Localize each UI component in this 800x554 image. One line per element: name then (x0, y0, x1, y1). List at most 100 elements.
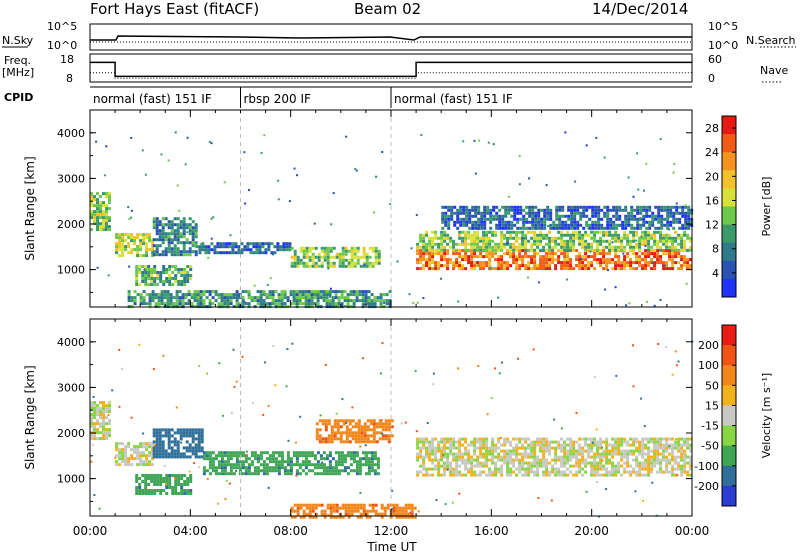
data-cell (564, 220, 568, 224)
data-cell (179, 434, 183, 438)
data-cell (473, 473, 477, 477)
data-cell (569, 464, 573, 468)
data-cell (325, 472, 329, 476)
data-cell (179, 455, 183, 459)
data-cell (510, 226, 514, 230)
data-cell (181, 296, 185, 300)
data-cell (202, 299, 206, 303)
data-cell (503, 245, 507, 249)
data-cell (244, 472, 248, 476)
scatter-point (121, 367, 124, 370)
data-cell (539, 464, 543, 468)
data-cell (226, 302, 230, 306)
data-cell (358, 299, 362, 303)
time-axis-labels: 00:00 04:00 08:00 12:00 16:00 20:00 00:00 (73, 524, 710, 538)
data-cell (307, 469, 311, 473)
data-cell (576, 205, 580, 209)
data-cell (425, 252, 429, 256)
data-cell (635, 258, 639, 262)
data-cell (575, 440, 579, 444)
data-cell (142, 451, 146, 455)
data-cell (596, 467, 600, 471)
data-cell (593, 437, 597, 441)
data-cell (566, 452, 570, 456)
data-cell (443, 470, 447, 474)
data-cell (351, 437, 355, 441)
data-cell (331, 472, 335, 476)
scatter-point (627, 176, 630, 179)
data-cell (99, 222, 102, 226)
data-cell (624, 223, 628, 227)
data-cell (608, 452, 612, 456)
data-cell (443, 446, 447, 450)
data-cell (208, 457, 212, 461)
data-cell (183, 483, 187, 486)
data-cell (176, 440, 180, 444)
data-cell (482, 455, 486, 459)
data-cell (498, 217, 502, 221)
scatter-point (200, 243, 203, 245)
data-cell (681, 226, 685, 230)
data-cell (464, 252, 468, 256)
data-cell (317, 255, 321, 259)
data-cell (363, 440, 367, 444)
data-cell (158, 220, 162, 224)
data-cell (151, 442, 155, 446)
data-cell (142, 463, 146, 467)
data-cell (241, 466, 245, 470)
data-cell (347, 261, 351, 265)
data-cell (210, 248, 214, 252)
data-cell (587, 248, 591, 252)
data-cell (167, 235, 171, 239)
data-cell (504, 211, 508, 215)
data-cell (366, 440, 370, 444)
data-cell (159, 477, 163, 480)
data-cell (434, 242, 438, 246)
data-cell (503, 440, 507, 444)
data-cell (494, 446, 498, 450)
data-cell (443, 461, 447, 465)
data-cell (419, 446, 423, 450)
data-cell (167, 241, 171, 245)
data-cell (539, 233, 543, 237)
data-cell (563, 267, 567, 271)
data-cell (525, 220, 529, 224)
data-cell (387, 422, 391, 426)
data-cell (630, 208, 634, 212)
data-cell (599, 455, 603, 459)
data-cell (334, 451, 338, 455)
data-cell (590, 261, 594, 265)
data-cell (173, 253, 177, 257)
cpid-segments: normal (fast) 151 IF rbsp 200 IF normal (f… (93, 87, 513, 108)
data-cell (545, 233, 549, 237)
data-cell (223, 460, 227, 464)
data-cell (277, 451, 281, 455)
data-cell (133, 236, 137, 240)
data-cell (241, 302, 245, 306)
data-cell (371, 509, 375, 513)
data-cell (289, 463, 293, 467)
data-cell (270, 242, 274, 246)
data-cell (368, 261, 372, 265)
scatter-point (354, 167, 357, 170)
data-cell (594, 205, 598, 209)
data-cell (349, 293, 353, 297)
data-cell (286, 463, 290, 467)
data-cell (121, 460, 125, 464)
data-cell (371, 249, 375, 253)
data-cell (632, 239, 636, 243)
data-cell (515, 264, 519, 268)
data-cell (155, 437, 159, 441)
data-cell (527, 261, 531, 265)
data-region (441, 205, 694, 230)
data-cell (133, 448, 137, 452)
data-cell (449, 449, 453, 453)
data-cell (380, 503, 384, 507)
scatter-point (271, 253, 274, 256)
data-cell (369, 422, 373, 426)
data-cell (624, 220, 628, 224)
data-cell (390, 419, 394, 423)
data-cell (151, 457, 155, 461)
data-cell (133, 451, 137, 455)
data-cell (90, 228, 93, 232)
